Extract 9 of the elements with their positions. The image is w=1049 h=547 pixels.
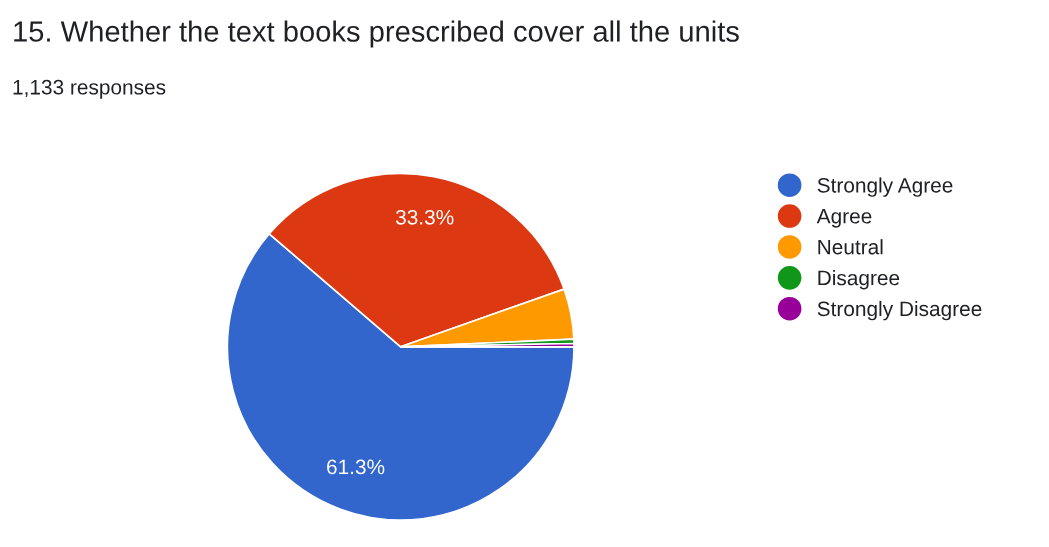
legend-label: Disagree — [818, 270, 900, 290]
legend-label: Neutral — [818, 239, 883, 255]
data-label: 33.3% — [395, 209, 454, 225]
chart-subtitle: 1,133 responses — [13, 79, 166, 99]
legend-label: Strongly Agree — [817, 177, 953, 197]
chart-title: 15. Whether the text books prescribed cover all the units — [14, 20, 739, 48]
data-label: 61.3% — [327, 459, 385, 475]
legend-label: Strongly Disagree — [817, 300, 982, 321]
legend-label: Agree — [816, 209, 872, 228]
